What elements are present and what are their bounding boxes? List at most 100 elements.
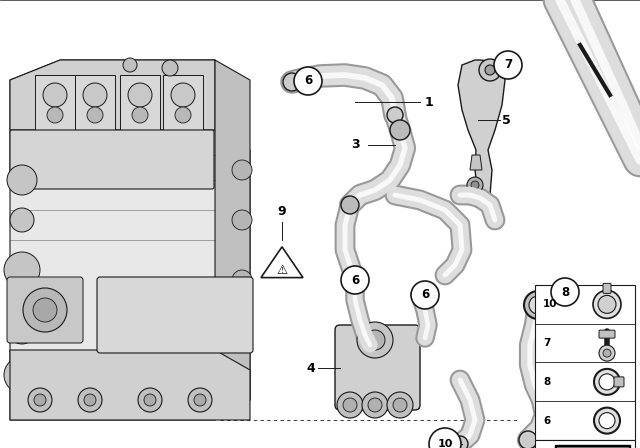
Circle shape [4, 252, 40, 288]
Circle shape [175, 107, 191, 123]
Text: 8: 8 [561, 285, 569, 298]
FancyBboxPatch shape [603, 284, 611, 293]
Circle shape [529, 296, 547, 314]
FancyBboxPatch shape [535, 285, 635, 440]
Circle shape [43, 83, 67, 107]
Circle shape [362, 392, 388, 418]
Circle shape [346, 271, 364, 289]
Polygon shape [10, 350, 250, 420]
Circle shape [78, 388, 102, 412]
Polygon shape [75, 75, 115, 130]
FancyBboxPatch shape [535, 440, 635, 448]
Circle shape [194, 394, 206, 406]
Circle shape [357, 322, 393, 358]
Circle shape [417, 287, 433, 303]
FancyBboxPatch shape [614, 377, 624, 387]
Circle shape [301, 74, 315, 88]
Circle shape [34, 394, 46, 406]
Circle shape [132, 107, 148, 123]
Circle shape [232, 210, 252, 230]
Polygon shape [35, 75, 75, 130]
Circle shape [232, 270, 252, 290]
Text: 10: 10 [543, 299, 557, 310]
Circle shape [411, 281, 439, 309]
Polygon shape [120, 75, 160, 130]
Circle shape [603, 349, 611, 357]
Circle shape [297, 70, 319, 92]
Polygon shape [10, 60, 250, 420]
Circle shape [387, 392, 413, 418]
Circle shape [28, 388, 52, 412]
FancyBboxPatch shape [7, 277, 83, 343]
FancyBboxPatch shape [97, 277, 253, 353]
Text: 4: 4 [307, 362, 315, 375]
Text: 3: 3 [351, 138, 360, 151]
Circle shape [467, 177, 483, 193]
Circle shape [87, 107, 103, 123]
Text: 6: 6 [543, 416, 550, 426]
Polygon shape [261, 247, 303, 278]
Circle shape [390, 120, 410, 140]
Text: 6: 6 [351, 273, 359, 287]
Circle shape [471, 181, 479, 189]
Text: 6: 6 [304, 74, 312, 87]
Circle shape [337, 392, 363, 418]
Circle shape [8, 316, 36, 344]
Circle shape [188, 388, 212, 412]
Circle shape [599, 345, 615, 361]
Circle shape [519, 431, 537, 448]
Polygon shape [10, 60, 215, 130]
Circle shape [494, 51, 522, 79]
Circle shape [368, 398, 382, 412]
Circle shape [347, 272, 363, 288]
Circle shape [479, 59, 501, 81]
Polygon shape [557, 447, 628, 448]
FancyBboxPatch shape [10, 130, 214, 189]
Text: 2: 2 [575, 374, 584, 387]
Text: 9: 9 [278, 205, 286, 218]
Circle shape [524, 291, 552, 319]
Circle shape [594, 369, 620, 395]
Circle shape [529, 296, 547, 314]
Circle shape [283, 73, 301, 91]
Circle shape [83, 83, 107, 107]
Circle shape [84, 394, 96, 406]
Circle shape [387, 107, 403, 123]
Circle shape [7, 165, 37, 195]
Circle shape [10, 208, 34, 232]
Circle shape [33, 298, 57, 322]
Circle shape [138, 388, 162, 412]
Circle shape [162, 60, 178, 76]
Circle shape [123, 58, 137, 72]
Circle shape [551, 278, 579, 306]
Circle shape [429, 428, 461, 448]
Circle shape [594, 408, 620, 434]
FancyBboxPatch shape [599, 330, 615, 338]
Circle shape [342, 267, 368, 293]
Circle shape [144, 394, 156, 406]
Polygon shape [163, 75, 203, 130]
Circle shape [232, 160, 252, 180]
Text: 1: 1 [425, 95, 434, 108]
Text: 7: 7 [543, 338, 550, 348]
Polygon shape [215, 60, 250, 420]
Text: 5: 5 [502, 113, 511, 126]
FancyBboxPatch shape [335, 325, 420, 410]
Circle shape [452, 436, 468, 448]
Circle shape [232, 330, 252, 350]
Circle shape [393, 398, 407, 412]
Text: ⚠: ⚠ [276, 263, 287, 276]
Text: 6: 6 [421, 289, 429, 302]
Circle shape [412, 282, 438, 308]
Circle shape [487, 67, 493, 73]
Circle shape [4, 357, 40, 393]
Circle shape [593, 290, 621, 319]
Text: 7: 7 [504, 59, 512, 72]
Text: 8: 8 [543, 377, 550, 387]
Polygon shape [458, 60, 505, 195]
Circle shape [341, 196, 359, 214]
Text: 10: 10 [437, 439, 452, 448]
Circle shape [483, 63, 497, 77]
Circle shape [294, 67, 322, 95]
Circle shape [128, 83, 152, 107]
